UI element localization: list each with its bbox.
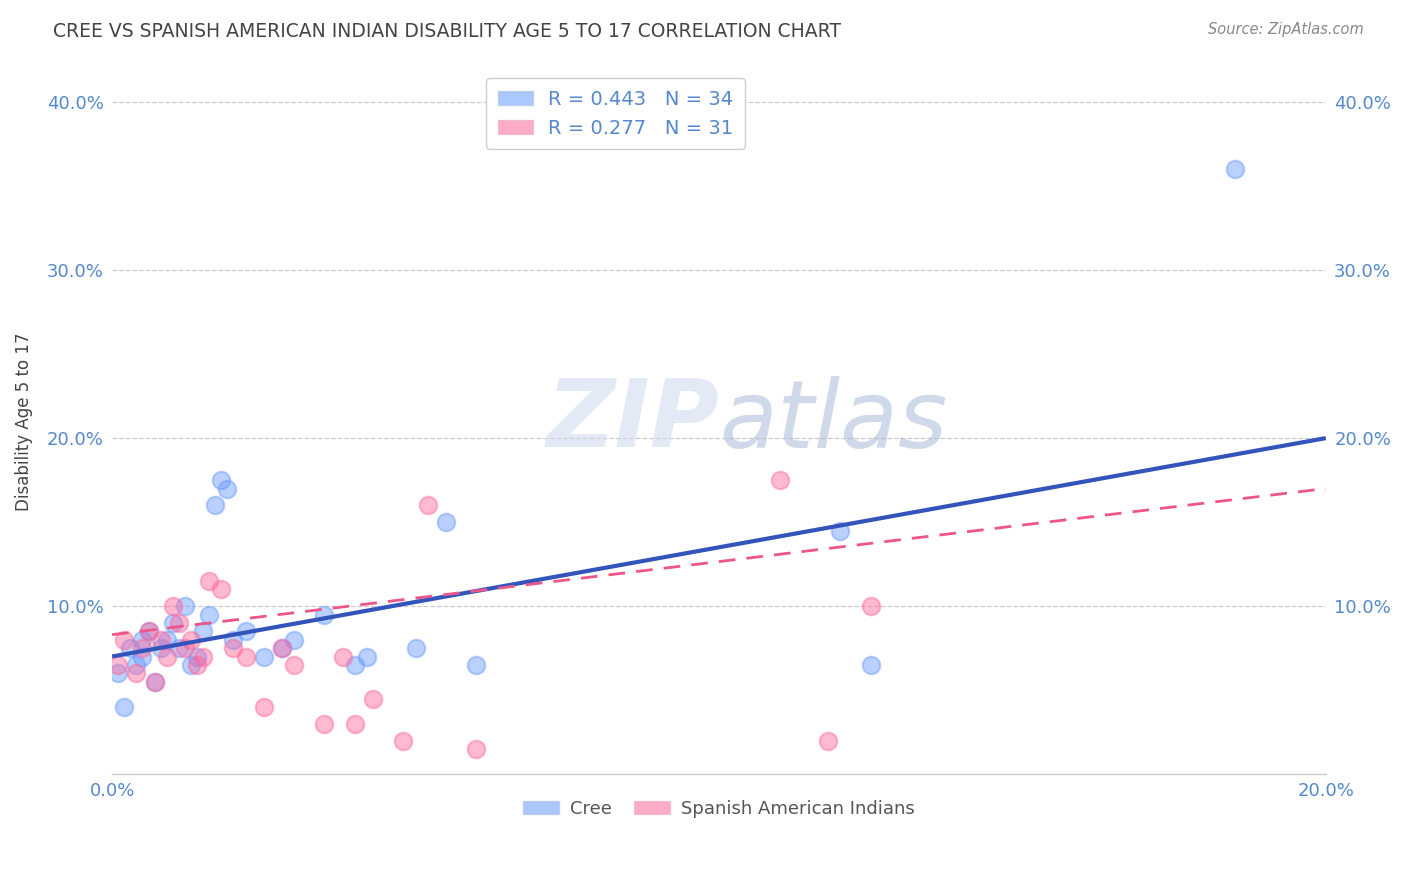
Point <box>209 473 232 487</box>
Point <box>138 624 160 639</box>
Point <box>830 524 852 538</box>
Point <box>465 742 488 756</box>
Point <box>392 733 415 747</box>
Point <box>162 599 184 614</box>
Point <box>465 657 488 672</box>
Point <box>191 649 214 664</box>
Point <box>361 691 384 706</box>
Point <box>156 632 179 647</box>
Point <box>222 632 245 647</box>
Point <box>131 641 153 656</box>
Text: Source: ZipAtlas.com: Source: ZipAtlas.com <box>1208 22 1364 37</box>
Point <box>125 666 148 681</box>
Point <box>434 515 457 529</box>
Point <box>138 624 160 639</box>
Y-axis label: Disability Age 5 to 17: Disability Age 5 to 17 <box>15 332 32 510</box>
Point <box>314 716 336 731</box>
Point <box>209 582 232 597</box>
Point <box>167 641 190 656</box>
Point <box>120 641 142 656</box>
Point <box>343 657 366 672</box>
Point <box>162 615 184 630</box>
Point <box>156 649 179 664</box>
Text: atlas: atlas <box>718 376 948 467</box>
Point <box>314 607 336 622</box>
Point <box>112 632 135 647</box>
Point <box>343 716 366 731</box>
Point <box>235 624 257 639</box>
Point <box>283 657 305 672</box>
Point <box>191 624 214 639</box>
Point <box>332 649 354 664</box>
Point <box>180 632 202 647</box>
Point <box>283 632 305 647</box>
Point <box>131 632 153 647</box>
Point <box>107 657 129 672</box>
Point <box>198 574 221 588</box>
Point <box>271 641 294 656</box>
Legend: Cree, Spanish American Indians: Cree, Spanish American Indians <box>516 793 922 825</box>
Point <box>271 641 294 656</box>
Point <box>817 733 839 747</box>
Point <box>131 649 153 664</box>
Point <box>769 473 792 487</box>
Point <box>167 615 190 630</box>
Point <box>859 599 882 614</box>
Point <box>174 641 197 656</box>
Point <box>186 657 208 672</box>
Point <box>174 599 197 614</box>
Point <box>356 649 378 664</box>
Point <box>217 482 239 496</box>
Point <box>107 666 129 681</box>
Point <box>112 700 135 714</box>
Point <box>143 674 166 689</box>
Point <box>149 632 172 647</box>
Point <box>186 649 208 664</box>
Point <box>149 641 172 656</box>
Point <box>1223 162 1246 177</box>
Point <box>198 607 221 622</box>
Point <box>204 499 226 513</box>
Point <box>253 700 276 714</box>
Point <box>405 641 427 656</box>
Point <box>222 641 245 656</box>
Text: ZIP: ZIP <box>546 376 718 467</box>
Point <box>253 649 276 664</box>
Point <box>235 649 257 664</box>
Point <box>416 499 439 513</box>
Point <box>180 657 202 672</box>
Point <box>125 657 148 672</box>
Text: CREE VS SPANISH AMERICAN INDIAN DISABILITY AGE 5 TO 17 CORRELATION CHART: CREE VS SPANISH AMERICAN INDIAN DISABILI… <box>53 22 841 41</box>
Point <box>143 674 166 689</box>
Point <box>859 657 882 672</box>
